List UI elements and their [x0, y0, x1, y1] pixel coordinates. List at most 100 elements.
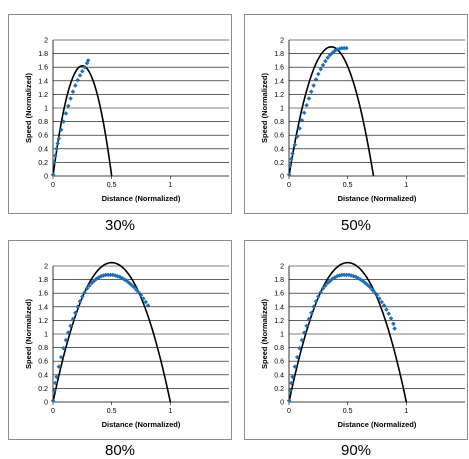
y-axis-label: Speed (Normalized): [24, 298, 33, 369]
y-tick-label: 1.6: [274, 65, 284, 72]
y-tick-label: 0.2: [38, 160, 48, 167]
chart-caption: 30%: [104, 217, 136, 234]
data-point: [50, 398, 56, 403]
data-point: [82, 290, 87, 295]
data-point: [344, 45, 349, 51]
x-tick-label: 0: [51, 182, 55, 189]
y-tick-label: 2: [44, 38, 48, 45]
data-point: [318, 290, 323, 295]
data-point: [56, 364, 62, 369]
x-tick-label: 1: [168, 182, 172, 189]
x-tick-label: 0.5: [107, 408, 117, 415]
data-point: [391, 321, 396, 327]
x-axis-label: Distance (Normalized): [102, 194, 181, 203]
data-point: [316, 294, 321, 299]
data-point: [55, 141, 60, 146]
data-point: [77, 73, 83, 78]
data-point: [386, 311, 391, 316]
data-point: [292, 364, 298, 369]
y-tick-label: 1.2: [38, 92, 48, 99]
y-tick-label: 1.2: [274, 92, 284, 99]
data-point: [134, 287, 139, 293]
data-point: [85, 58, 91, 63]
data-point: [311, 304, 316, 310]
data-point: [339, 45, 345, 51]
data-point: [73, 83, 78, 88]
y-tick-label: 0.6: [38, 359, 48, 366]
model-curve: [288, 45, 375, 177]
data-point: [316, 71, 321, 77]
x-tick-label: 0.5: [107, 182, 117, 189]
data-point: [309, 310, 314, 316]
data-point: [61, 119, 66, 124]
x-axis-label: Distance (Normalized): [102, 420, 181, 429]
chart-svg: 0 0.2 0.4 0.6 0.8 1 1.2 1.4 1.6 1.8 2 0 0.5 1 Distance…: [24, 38, 229, 203]
y-tick-label: 0: [44, 174, 48, 181]
data-point: [323, 58, 328, 64]
y-tick-label: 0.2: [38, 386, 48, 393]
data-point: [53, 153, 58, 158]
y-tick-label: 0.4: [38, 372, 48, 379]
data-point: [313, 299, 319, 304]
x-tick-label: 1: [404, 408, 408, 415]
x-tick-label: 0: [287, 408, 291, 415]
chart-caption: 50%: [340, 217, 372, 234]
data-point: [289, 156, 294, 162]
y-tick-label: 1.2: [38, 318, 48, 325]
chart-svg: 0 0.2 0.4 0.6 0.8 1 1.2 1.4 1.6 1.8 2 0 0.5 1 Distance…: [260, 261, 465, 429]
y-tick-label: 1.4: [38, 78, 48, 85]
x-tick-label: 1: [404, 182, 408, 189]
y-tick-label: 0.8: [274, 119, 284, 126]
data-point: [311, 83, 316, 88]
model-curve: [52, 261, 172, 403]
chart-svg: 0 0.2 0.4 0.6 0.8 1 1.2 1.4 1.6 1.8 2 0 0.5 1 Distance…: [24, 261, 229, 429]
chart-panel-30: 0 0.2 0.4 0.6 0.8 1 1.2 1.4 1.6 1.8 2 0 0.5 1 Distance…: [8, 14, 232, 214]
chart-caption: 80%: [104, 442, 136, 459]
data-point: [75, 77, 80, 83]
chart-panel-50: 0 0.2 0.4 0.6 0.8 1 1.2 1.4 1.6 1.8 2 0 0.5 1 Distance…: [244, 14, 468, 214]
y-tick-label: 1.6: [38, 65, 48, 72]
data-point: [54, 146, 59, 152]
x-axis-label: Distance (Normalized): [338, 194, 417, 203]
y-tick-label: 0: [44, 400, 48, 407]
y-axis-label: Speed (Normalized): [260, 298, 269, 369]
data-point: [68, 96, 73, 101]
y-tick-label: 2: [280, 38, 284, 45]
y-tick-label: 0.4: [274, 372, 284, 379]
data-point: [131, 284, 137, 290]
data-point: [53, 380, 58, 386]
data-point: [299, 117, 305, 123]
data-point: [294, 134, 300, 139]
y-tick-label: 1: [280, 106, 284, 113]
data-point: [301, 110, 307, 116]
y-tick-label: 0.8: [38, 119, 48, 126]
y-tick-label: 1.8: [274, 277, 284, 284]
x-axis-label: Distance (Normalized): [338, 420, 417, 429]
y-tick-label: 0.8: [38, 345, 48, 352]
y-tick-label: 1.4: [274, 304, 284, 311]
y-tick-label: 0.4: [274, 146, 284, 153]
y-tick-label: 1.4: [274, 78, 284, 85]
y-tick-label: 1.4: [38, 304, 48, 311]
data-point: [51, 160, 57, 165]
data-point: [289, 380, 294, 386]
model-curve: [288, 261, 408, 403]
y-tick-label: 0.6: [274, 359, 284, 366]
data-point: [290, 151, 295, 156]
y-tick-label: 2: [44, 264, 48, 271]
y-tick-label: 0.8: [274, 345, 284, 352]
data-point: [82, 64, 87, 70]
data-point: [65, 103, 71, 109]
y-axis-label: Speed (Normalized): [24, 72, 33, 143]
chart-svg: 0 0.2 0.4 0.6 0.8 1 1.2 1.4 1.6 1.8 2 0 0.5 1 Distance…: [260, 38, 465, 203]
data-point: [70, 89, 76, 94]
data-point: [384, 307, 389, 312]
y-tick-label: 1: [44, 106, 48, 113]
x-tick-label: 0: [287, 182, 291, 189]
chart-caption: 90%: [340, 442, 372, 459]
y-tick-label: 1.2: [274, 318, 284, 325]
data-point: [309, 89, 314, 94]
y-tick-label: 0.6: [38, 133, 48, 140]
data-point: [80, 294, 85, 299]
data-point: [56, 136, 62, 141]
